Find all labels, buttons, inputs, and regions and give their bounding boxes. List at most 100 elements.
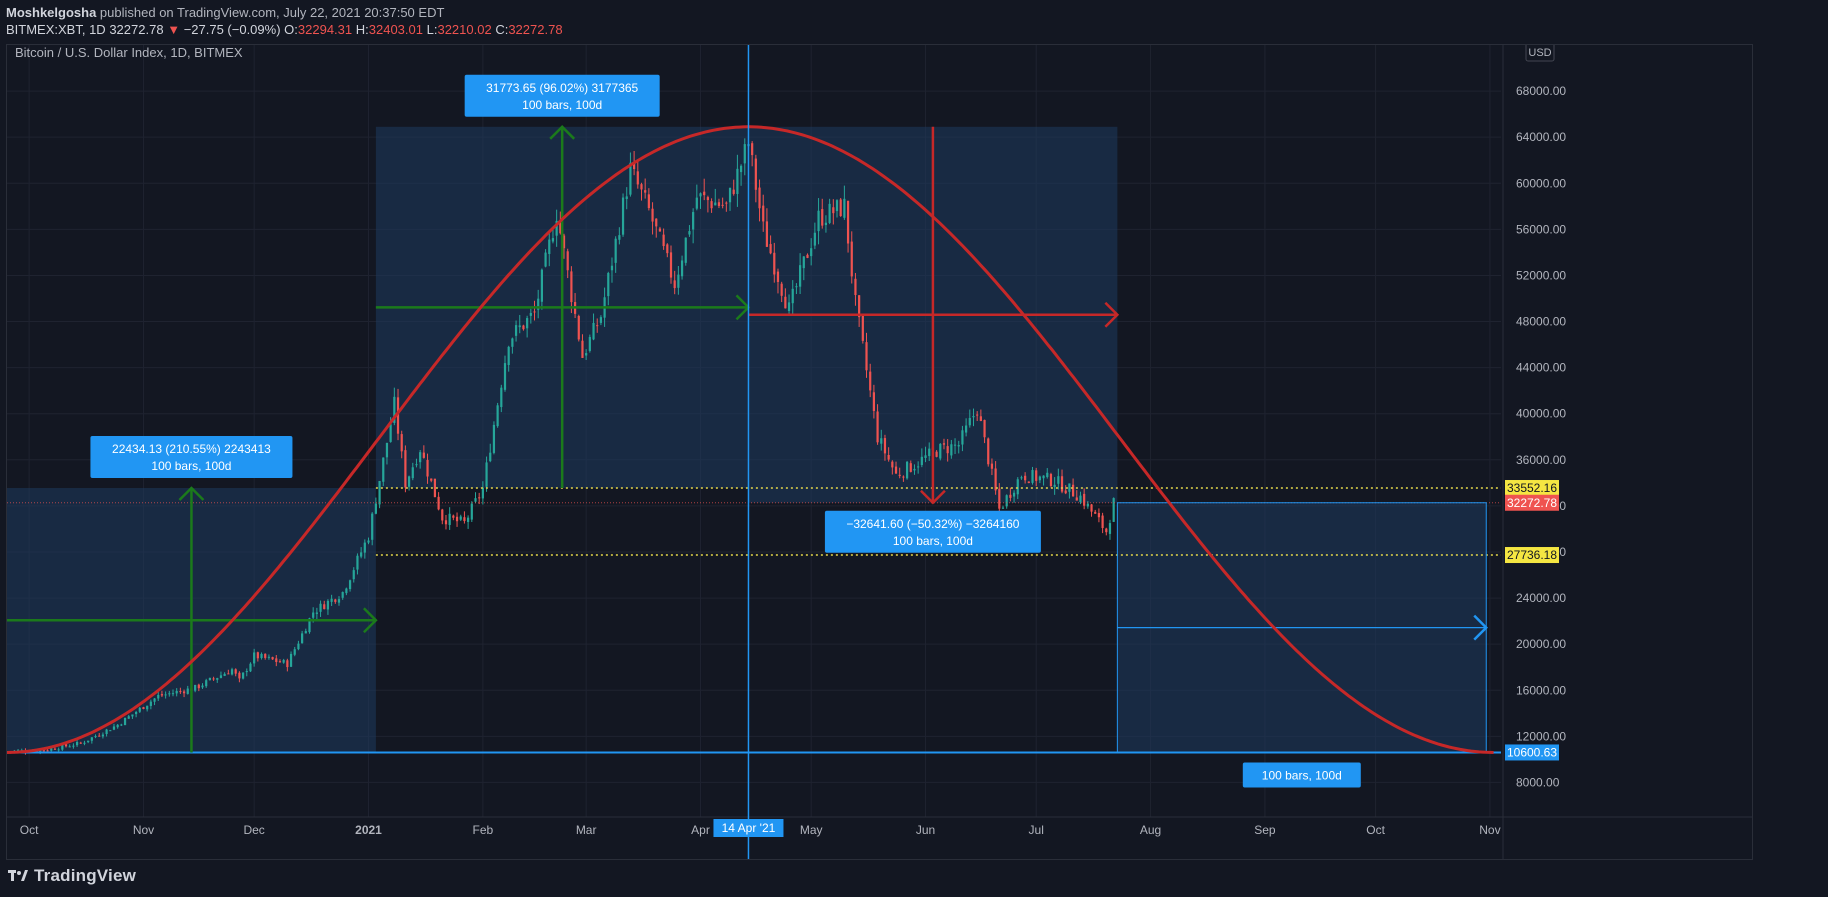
candle-body: [426, 459, 429, 477]
sine-cycle-curve[interactable]: [7, 125, 1494, 754]
price-chart[interactable]: 22434.13 (210.55%) 2243413 100 bars, 100d…: [7, 45, 1752, 859]
candle-body: [419, 452, 422, 463]
candle-body: [116, 724, 119, 728]
x-tick-label: 2021: [355, 823, 382, 837]
candle-body: [1038, 476, 1041, 481]
candle-body: [1086, 503, 1089, 507]
candle-body: [673, 280, 676, 289]
x-tick-label: Nov: [133, 823, 154, 837]
candle-body: [61, 744, 64, 750]
candle-body: [282, 659, 285, 663]
candle-body: [46, 750, 49, 752]
candle-body: [876, 411, 879, 443]
candle-body: [917, 466, 920, 468]
candle-body: [404, 450, 407, 488]
candle-body: [736, 168, 739, 194]
candle-body: [1031, 470, 1034, 483]
chart-frame[interactable]: 22434.13 (210.55%) 2243413 100 bars, 100d…: [6, 44, 1753, 860]
candle-body: [42, 750, 45, 752]
candle-body: [935, 451, 938, 457]
candle-body: [717, 202, 721, 206]
candle-body: [105, 729, 108, 735]
candle-body: [714, 202, 717, 206]
candle-body: [688, 231, 691, 235]
candle-body: [551, 238, 555, 242]
candle-body: [592, 322, 595, 340]
candle-body: [448, 513, 451, 525]
candle-body: [891, 461, 894, 468]
x-tick-label: Aug: [1140, 823, 1161, 837]
x-tick-label: Apr: [691, 823, 710, 837]
candle-body: [182, 691, 186, 694]
y-tick-label: 68000.00: [1516, 84, 1566, 98]
measure-label-0-box[interactable]: [90, 436, 293, 479]
publish-date: published on TradingView.com, July 22, 2…: [99, 5, 445, 20]
candle-body: [470, 503, 473, 520]
y-tick-label: 20000.00: [1516, 637, 1566, 651]
arrow-down-icon: [920, 489, 946, 505]
candle-body: [1053, 484, 1056, 487]
candle-body: [526, 318, 529, 329]
candle-body: [850, 241, 853, 277]
candle-body: [939, 443, 942, 459]
candle-body: [72, 745, 75, 747]
x-tick-label: Jul: [1029, 823, 1044, 837]
candle-body: [194, 684, 197, 691]
candle-body: [352, 570, 355, 580]
candle-body: [640, 184, 643, 190]
tradingview-footer[interactable]: TradingView: [8, 866, 136, 886]
candle-body: [898, 474, 901, 476]
candle-body: [839, 199, 842, 216]
candle-body: [208, 677, 211, 681]
candle-body: [905, 461, 909, 479]
candle-body: [780, 283, 783, 296]
candle-body: [131, 714, 134, 717]
price-label-3: [1505, 744, 1559, 761]
candle-body: [994, 468, 997, 491]
candle-body: [692, 212, 695, 230]
candle-body: [127, 716, 130, 719]
candle-body: [1049, 474, 1053, 487]
measure-label-3-box[interactable]: [1242, 762, 1361, 788]
candle-body: [946, 446, 949, 454]
measure-label-1-line-0: 31773.65 (96.02%) 3177365: [486, 81, 638, 95]
y-tick-label: 56000.00: [1516, 222, 1566, 236]
candle-body: [990, 463, 994, 469]
candle-body: [153, 698, 156, 702]
candle-body: [138, 707, 141, 712]
candle-body: [481, 487, 484, 499]
currency-badge[interactable]: [1525, 45, 1555, 62]
price-label-text-0: 33552.16: [1507, 481, 1557, 495]
candle-body: [415, 464, 418, 466]
price-label-1: [1505, 494, 1559, 511]
candle-body: [854, 278, 857, 296]
candle-body: [739, 165, 743, 173]
candle-body: [909, 463, 912, 472]
candle-body: [765, 221, 769, 247]
candle-body: [135, 712, 138, 715]
price-label-0: [1505, 480, 1559, 497]
candle-body: [123, 718, 127, 726]
candle-body: [301, 633, 304, 644]
candle-body: [1112, 498, 1115, 522]
measure-label-2-box[interactable]: [824, 510, 1041, 553]
candle-body: [146, 705, 149, 710]
candle-body: [430, 478, 433, 481]
y-tick-label: 24000.00: [1516, 591, 1566, 605]
candle-body: [776, 271, 780, 282]
candle-body: [101, 734, 105, 737]
candle-body: [662, 234, 665, 247]
candle-body: [1024, 475, 1027, 481]
measure-label-1-box[interactable]: [464, 74, 660, 117]
candle-body: [514, 325, 518, 336]
candle-body: [858, 295, 861, 318]
candle-body: [979, 416, 982, 422]
author-name[interactable]: Moshkelgosha: [6, 5, 97, 20]
arrow-right-icon: [1104, 301, 1120, 328]
candle-body: [407, 476, 411, 487]
candle-body: [382, 457, 385, 482]
candle-body: [732, 189, 735, 194]
candle-body: [883, 438, 887, 454]
candle-body: [385, 442, 389, 458]
x-tick-label: Feb: [473, 823, 494, 837]
